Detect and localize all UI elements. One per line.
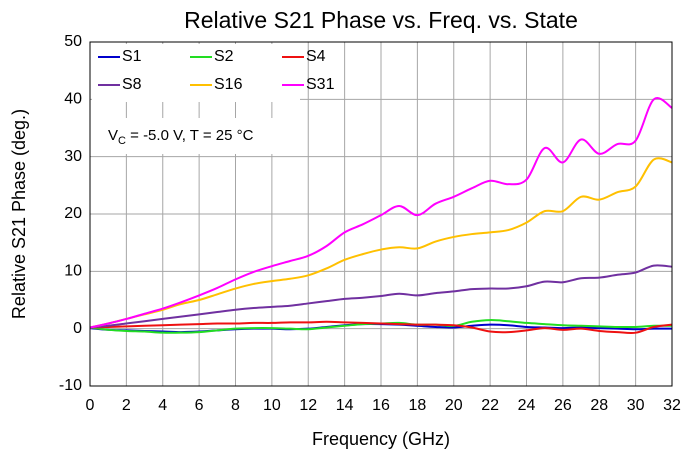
x-tick-label: 20 xyxy=(445,397,463,414)
legend-box xyxy=(92,44,300,102)
annotation-part: = -5.0 V, T = 25 °C xyxy=(126,127,254,144)
y-tick-label: -10 xyxy=(59,377,82,394)
series-line xyxy=(89,97,673,329)
plot-border xyxy=(89,41,673,387)
y-tick-label: 10 xyxy=(64,263,82,280)
y-tick-label: 40 xyxy=(64,91,82,108)
x-tick-label: 6 xyxy=(195,397,204,414)
annotation-subscript: C xyxy=(118,135,126,147)
series-line xyxy=(89,264,673,329)
x-tick-label: 30 xyxy=(627,397,645,414)
x-tick-label: 12 xyxy=(299,397,317,414)
series-line xyxy=(89,157,673,329)
x-tick-label: 8 xyxy=(231,397,240,414)
x-axis-label: Frequency (GHz) xyxy=(312,429,450,449)
y-tick-label: 30 xyxy=(64,148,82,165)
x-tick-label: 0 xyxy=(86,397,95,414)
x-tick-label: 28 xyxy=(590,397,608,414)
x-tick-label: 16 xyxy=(372,397,390,414)
legend-label: S8 xyxy=(122,76,142,93)
y-tick-label: 20 xyxy=(64,205,82,222)
legend-label: S2 xyxy=(214,48,234,65)
legend-label: S1 xyxy=(122,48,142,65)
annotation: VC = -5.0 V, T = 25 °C xyxy=(108,127,254,147)
x-tick-label: 14 xyxy=(336,397,354,414)
x-tick-label: 4 xyxy=(158,397,167,414)
x-tick-label: 10 xyxy=(263,397,281,414)
y-tick-label: 0 xyxy=(73,320,82,337)
y-axis-label: Relative S21 Phase (deg.) xyxy=(9,109,29,319)
chart-title: Relative S21 Phase vs. Freq. vs. State xyxy=(184,7,578,33)
x-tick-label: 24 xyxy=(518,397,536,414)
y-tick-label: 50 xyxy=(64,33,82,50)
annotation-part: V xyxy=(108,127,118,144)
x-tick-label: 18 xyxy=(408,397,426,414)
legend-label: S16 xyxy=(214,76,243,93)
x-tick-label: 32 xyxy=(663,397,681,414)
series-line xyxy=(89,320,673,334)
legend-label: S31 xyxy=(306,76,335,93)
x-tick-label: 22 xyxy=(481,397,499,414)
legend-label: S4 xyxy=(306,48,326,65)
annotation-box xyxy=(100,118,300,154)
x-tick-label: 26 xyxy=(554,397,572,414)
x-tick-label: 2 xyxy=(122,397,131,414)
